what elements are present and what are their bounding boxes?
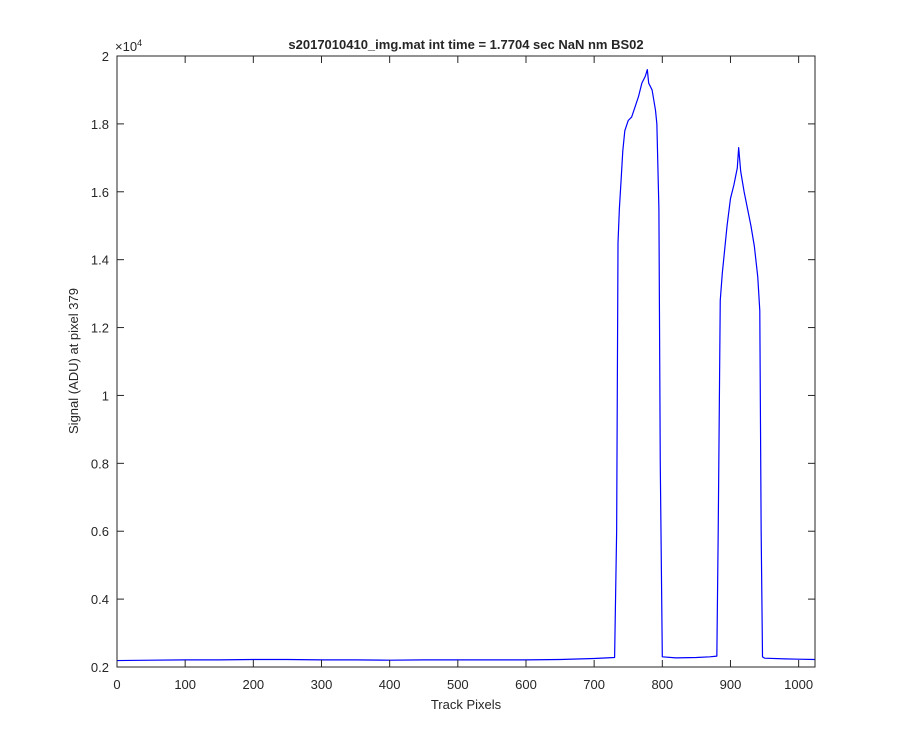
x-tick-label: 200: [242, 677, 264, 692]
y-axis-exponent-base: ×10: [115, 39, 137, 54]
x-tick-label: 300: [311, 677, 333, 692]
y-tick-label: 1.4: [91, 253, 109, 268]
x-tick-label: 800: [651, 677, 673, 692]
x-tick-label: 400: [379, 677, 401, 692]
x-axis: 0 100 200 300 400 500 600 700 800 900 1000: [113, 56, 813, 692]
plot-background: [117, 56, 815, 667]
y-tick-label: 2: [102, 49, 109, 64]
x-tick-label: 700: [583, 677, 605, 692]
x-tick-label: 900: [720, 677, 742, 692]
y-tick-label: 0.6: [91, 524, 109, 539]
x-axis-label: Track Pixels: [431, 697, 502, 712]
x-tick-label: 600: [515, 677, 537, 692]
y-tick-label: 0.4: [91, 592, 109, 607]
y-tick-label: 1.8: [91, 117, 109, 132]
y-axis-exponent: ×104: [115, 38, 142, 54]
series-layer: [116, 68, 816, 662]
y-tick-label: 0.8: [91, 456, 109, 471]
chart-title: s2017010410_img.mat int time = 1.7704 se…: [288, 37, 643, 52]
y-tick-label: 1: [102, 388, 109, 403]
x-tick-label: 500: [447, 677, 469, 692]
y-axis: 0.2 0.4 0.6 0.8 1 1.2 1.4 1.6 1.8 2: [91, 49, 815, 675]
y-tick-label: 1.6: [91, 185, 109, 200]
x-tick-label: 0: [113, 677, 120, 692]
x-tick-label: 1000: [784, 677, 813, 692]
y-axis-label: Signal (ADU) at pixel 379: [66, 288, 81, 434]
x-tick-label: 100: [174, 677, 196, 692]
plot-area-frame: [116, 55, 816, 668]
y-tick-label: 1.2: [91, 321, 109, 336]
y-axis-exponent-power: 4: [137, 38, 142, 48]
y-tick-label: 0.2: [91, 660, 109, 675]
series-line-0: [116, 68, 816, 662]
